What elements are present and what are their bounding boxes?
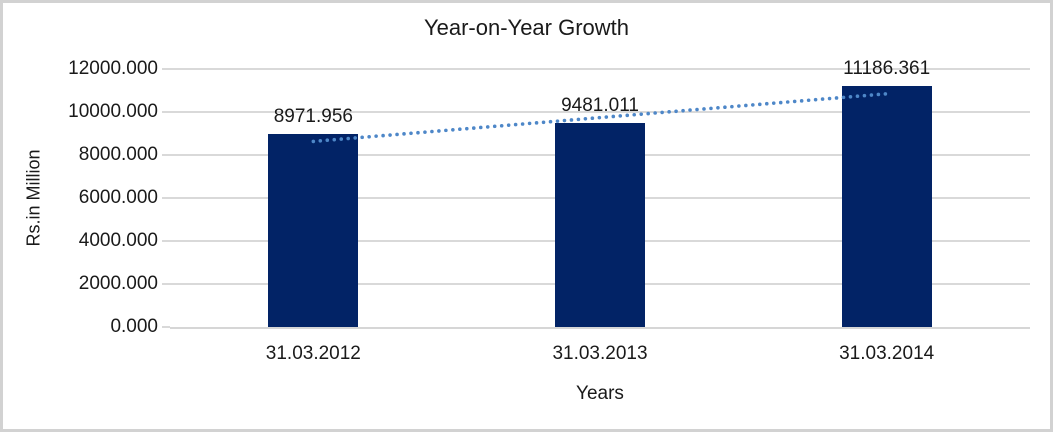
- y-tick-label: 10000.000: [68, 101, 158, 122]
- trendline: [311, 91, 889, 144]
- plot-area: 0.000 2000.000 4000.000 6000.000 8000.000 100…: [68, 58, 1030, 364]
- bar: [841, 86, 932, 327]
- y-tick-label: 8000.000: [78, 144, 158, 165]
- gridline: [170, 68, 1030, 70]
- bar-value-label: 8971.956: [273, 106, 353, 127]
- y-axis-tick: [162, 283, 170, 285]
- x-tick-label: 31.03.2014: [839, 343, 935, 364]
- bar-value-label: 11186.361: [843, 58, 931, 79]
- y-axis-tick: [162, 240, 170, 242]
- y-tick-label: 12000.000: [68, 58, 158, 79]
- chart-title: Year-on-Year Growth: [423, 15, 630, 40]
- y-tick-label: 2000.000: [78, 273, 158, 294]
- bar: [268, 134, 359, 327]
- gridline: [170, 111, 1030, 113]
- x-tick-label: 31.03.2012: [265, 343, 361, 364]
- bar-value-label: 9481.011: [561, 95, 639, 116]
- y-axis-tick: [162, 326, 170, 328]
- y-axis-tick: [162, 197, 170, 199]
- x-axis-title: Years: [576, 383, 624, 404]
- trendline-svg: [311, 91, 889, 144]
- y-tick-label: 6000.000: [78, 187, 158, 208]
- y-tick-label: 0.000: [110, 316, 158, 337]
- y-axis-tick: [162, 68, 170, 70]
- y-tick-label: 4000.000: [78, 230, 158, 251]
- y-axis-tick: [162, 154, 170, 156]
- x-tick-label: 31.03.2013: [552, 343, 648, 364]
- y-axis-tick: [162, 111, 170, 113]
- bar: [555, 123, 645, 327]
